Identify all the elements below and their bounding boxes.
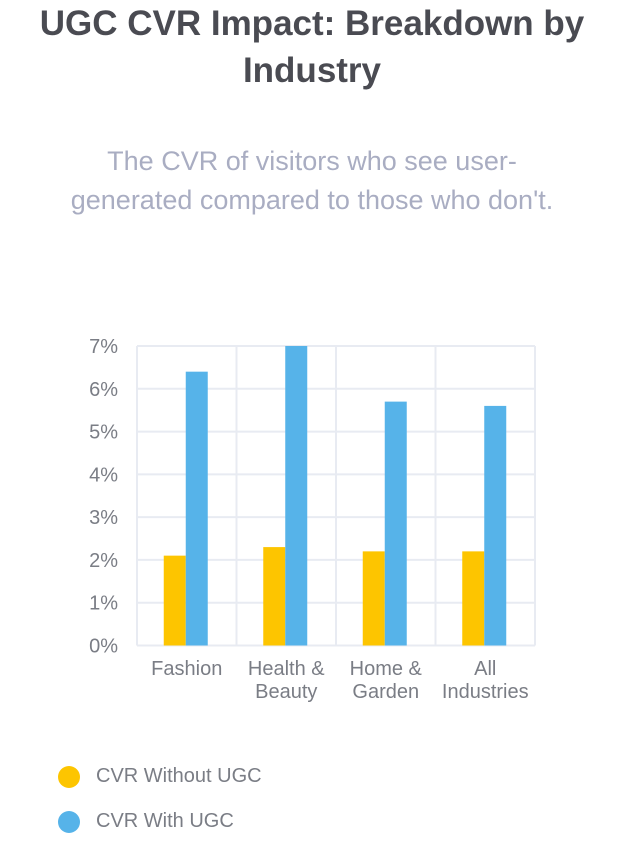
y-tick-label: 1% [89, 593, 118, 615]
legend-swatch [58, 765, 80, 788]
legend-label: CVR Without UGC [96, 765, 262, 787]
chart-title: UGC CVR Impact: Breakdown by Industry [39, 4, 585, 90]
x-tick-label: Beauty [255, 681, 317, 703]
x-tick-label: Home & [350, 658, 423, 680]
y-tick-label: 3% [89, 507, 118, 529]
y-tick-label: 4% [89, 464, 118, 486]
bar-without-ugc [462, 551, 485, 646]
bar-with-ugc [185, 371, 208, 646]
x-tick-label: Industries [442, 681, 529, 703]
bar-with-ugc [285, 346, 308, 646]
y-tick-label: 0% [89, 636, 118, 658]
x-tick-label: All [474, 658, 496, 680]
y-tick-label: 6% [89, 379, 118, 401]
legend-label: CVR With UGC [96, 810, 234, 832]
chart-subtitle: The CVR of visitors who see user-generat… [70, 146, 554, 215]
legend-swatch [58, 810, 80, 833]
x-tick-label: Garden [352, 681, 419, 703]
bar-without-ugc [263, 547, 286, 646]
y-tick-label: 2% [89, 550, 118, 572]
legend-item-with-ugc: CVR With UGC [58, 810, 234, 833]
bar-without-ugc [163, 555, 186, 646]
y-tick-label: 5% [89, 422, 118, 444]
bar-with-ugc [384, 401, 407, 646]
x-tick-label: Health & [248, 658, 325, 680]
bar-with-ugc [484, 405, 507, 646]
bar-without-ugc [362, 551, 385, 646]
y-tick-label: 7% [89, 336, 118, 358]
legend-item-without-ugc: CVR Without UGC [58, 765, 262, 788]
x-tick-label: Fashion [151, 658, 222, 680]
